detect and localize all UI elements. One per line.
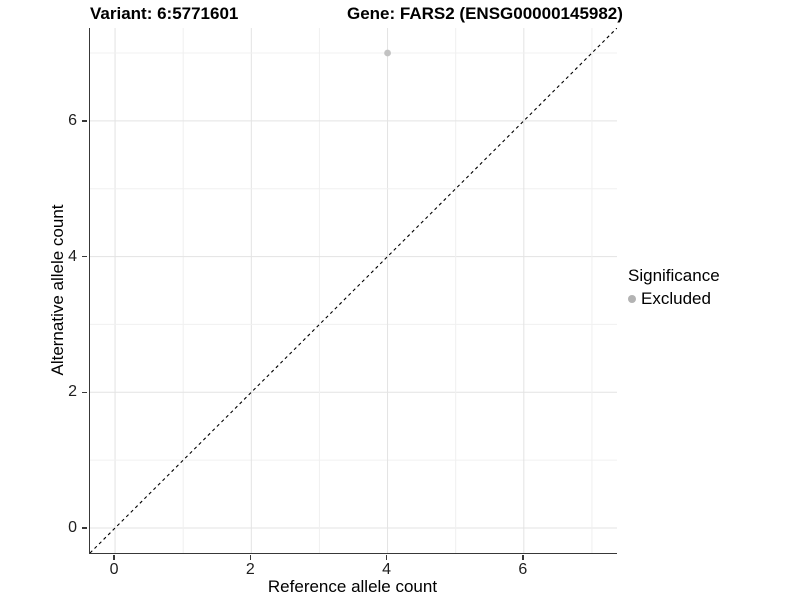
legend-item-excluded: Excluded	[628, 289, 720, 309]
y-tick-mark	[82, 120, 88, 122]
x-tick-mark	[522, 554, 524, 560]
y-tick-label: 0	[68, 519, 77, 537]
identity-line	[90, 28, 617, 553]
y-axis-title: Alternative allele count	[48, 204, 67, 376]
x-tick-label: 2	[245, 561, 255, 578]
legend-title: Significance	[628, 266, 720, 285]
x-tick-label: 4	[382, 561, 391, 578]
y-tick-label: 4	[68, 247, 77, 265]
legend-item-label: Excluded	[641, 289, 711, 308]
x-tick-label: 6	[518, 561, 528, 578]
plot-canvas	[90, 28, 617, 553]
y-tick-mark	[82, 391, 88, 394]
plot-title-variant: Variant: 6:5771601	[90, 4, 239, 23]
y-tick-mark	[82, 255, 88, 258]
legend-point-icon	[628, 295, 636, 303]
y-tick-label: 2	[68, 383, 77, 401]
y-tick-label: 6	[68, 111, 77, 129]
legend: Significance Excluded	[628, 266, 720, 309]
y-tick-mark	[82, 527, 88, 529]
plot-title-gene: Gene: FARS2 (ENSG00000145982)	[347, 4, 623, 23]
x-tick-mark	[385, 554, 388, 560]
plot-panel	[89, 28, 617, 554]
data-point	[384, 49, 391, 57]
x-tick-label: 0	[109, 561, 119, 578]
x-axis-title: Reference allele count	[267, 577, 438, 596]
x-tick-mark	[113, 554, 115, 560]
x-tick-mark	[249, 554, 252, 560]
